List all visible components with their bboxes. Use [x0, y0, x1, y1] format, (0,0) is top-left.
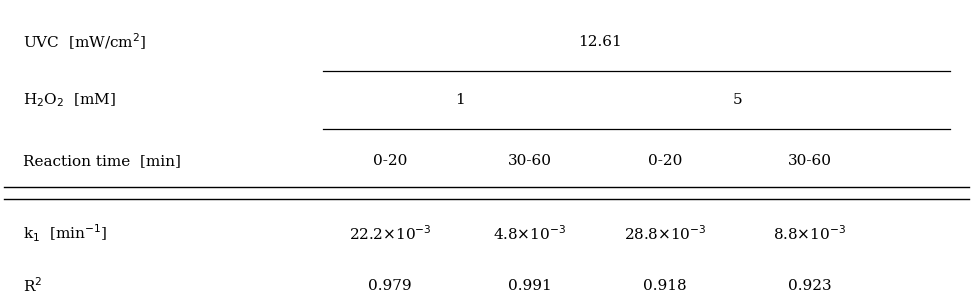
Text: 28.8$\times$10$^{-3}$: 28.8$\times$10$^{-3}$: [624, 224, 706, 243]
Text: 5: 5: [733, 93, 742, 107]
Text: 1: 1: [455, 93, 465, 107]
Text: 0-20: 0-20: [373, 154, 408, 168]
Text: 0.923: 0.923: [788, 279, 832, 293]
Text: 22.2$\times$10$^{-3}$: 22.2$\times$10$^{-3}$: [348, 224, 431, 243]
Text: 4.8$\times$10$^{-3}$: 4.8$\times$10$^{-3}$: [493, 224, 566, 243]
Text: R$^2$: R$^2$: [23, 276, 43, 295]
Text: 0.979: 0.979: [368, 279, 412, 293]
Text: 8.8$\times$10$^{-3}$: 8.8$\times$10$^{-3}$: [774, 224, 847, 243]
Text: k$_1$  [min$^{-1}$]: k$_1$ [min$^{-1}$]: [23, 223, 108, 244]
Text: UVC  [mW/cm$^2$]: UVC [mW/cm$^2$]: [23, 32, 147, 52]
Text: Reaction time  [min]: Reaction time [min]: [23, 154, 181, 168]
Text: 0.991: 0.991: [508, 279, 552, 293]
Text: H$_2$O$_2$  [mM]: H$_2$O$_2$ [mM]: [23, 91, 117, 109]
Text: 30-60: 30-60: [508, 154, 552, 168]
Text: 30-60: 30-60: [788, 154, 832, 168]
Text: 0-20: 0-20: [648, 154, 682, 168]
Text: 0.918: 0.918: [643, 279, 687, 293]
Text: 12.61: 12.61: [578, 35, 622, 49]
